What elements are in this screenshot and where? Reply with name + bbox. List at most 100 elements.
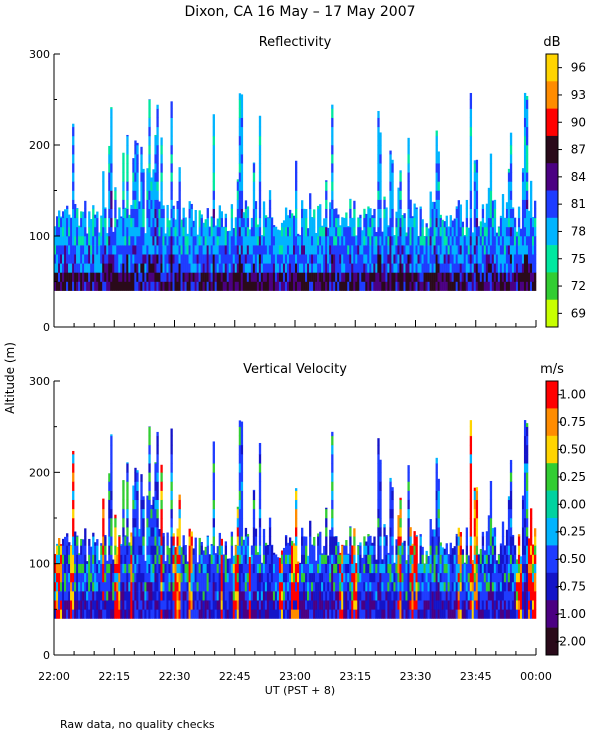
heatmap-cell xyxy=(357,254,360,264)
heatmap-cell xyxy=(323,272,326,282)
heatmap-cell xyxy=(465,545,469,555)
heatmap-cell xyxy=(128,581,131,592)
heatmap-cell xyxy=(385,563,388,574)
heatmap-cell xyxy=(489,190,493,200)
heatmap-cell xyxy=(240,600,244,610)
heatmap-cell xyxy=(200,236,203,246)
heatmap-cell xyxy=(411,217,414,228)
heatmap-cell xyxy=(471,232,475,237)
heatmap-cell xyxy=(475,217,479,228)
heatmap-cell xyxy=(134,281,137,291)
heatmap-cell xyxy=(525,126,529,137)
heatmap-cell xyxy=(527,263,531,273)
heatmap-cell xyxy=(361,600,364,610)
heatmap-cell xyxy=(299,581,302,592)
heatmap-cell xyxy=(299,245,302,255)
heatmap-cell xyxy=(519,236,523,246)
heatmap-cell xyxy=(64,609,67,619)
heatmap-cell xyxy=(234,563,238,574)
heatmap-cell xyxy=(435,572,438,583)
heatmap-cell xyxy=(252,172,256,182)
heatmap-cell xyxy=(236,518,240,528)
heatmap-cell xyxy=(457,563,460,574)
heatmap-cell xyxy=(218,281,221,291)
heatmap-cell xyxy=(407,226,410,237)
heatmap-cell xyxy=(292,263,296,273)
heatmap-cell xyxy=(232,245,236,255)
heatmap-cell xyxy=(325,545,328,555)
heatmap-cell xyxy=(148,527,151,537)
heatmap-cell xyxy=(473,163,477,173)
heatmap-cell xyxy=(244,217,248,228)
heatmap-cell xyxy=(389,554,392,564)
heatmap-cell xyxy=(491,591,495,601)
heatmap-cell xyxy=(166,236,169,246)
heatmap-cell xyxy=(319,572,322,583)
heatmap-cell xyxy=(397,187,400,191)
heatmap-cell xyxy=(134,490,137,501)
heatmap-cell xyxy=(361,563,364,574)
heatmap-cell xyxy=(176,281,179,291)
heatmap-cell xyxy=(110,545,113,555)
heatmap-cell xyxy=(481,572,485,583)
heatmap-cell xyxy=(142,600,145,610)
heatmap-cell xyxy=(154,281,157,291)
heatmap-cell xyxy=(142,208,145,219)
heatmap-cell xyxy=(278,609,282,619)
heatmap-cell xyxy=(437,163,440,173)
heatmap-cell xyxy=(389,236,392,246)
heatmap-cell xyxy=(210,609,213,619)
heatmap-cell xyxy=(411,591,414,601)
heatmap-cell xyxy=(142,226,145,237)
heatmap-cell xyxy=(86,254,89,264)
heatmap-cell xyxy=(108,281,111,291)
heatmap-cell xyxy=(150,591,153,601)
heatmap-cell xyxy=(481,272,485,282)
heatmap-cell xyxy=(258,518,262,528)
heatmap-cell xyxy=(178,508,181,519)
heatmap-cell xyxy=(383,208,386,219)
heatmap-cell xyxy=(68,572,71,583)
heatmap-cell xyxy=(345,272,348,282)
heatmap-cell xyxy=(288,209,292,219)
heatmap-cell xyxy=(331,527,334,537)
heatmap-cell xyxy=(178,272,181,282)
heatmap-cell xyxy=(525,163,529,173)
heatmap-cell xyxy=(331,454,334,464)
heatmap-cell xyxy=(252,545,256,555)
heatmap-cell xyxy=(76,208,79,209)
heatmap-cell xyxy=(126,236,129,246)
heatmap-cell xyxy=(130,217,133,228)
heatmap-cell xyxy=(136,527,139,537)
heatmap-cell xyxy=(317,536,320,546)
heatmap-cell xyxy=(114,563,117,574)
heatmap-cell xyxy=(242,563,246,574)
heatmap-cell xyxy=(114,254,117,264)
heatmap-cell xyxy=(204,546,207,555)
heatmap-cell xyxy=(250,226,254,237)
heatmap-cell xyxy=(238,563,242,574)
heatmap-cell xyxy=(527,210,531,219)
heatmap-cell xyxy=(286,600,290,610)
heatmap-cell xyxy=(307,572,310,583)
heatmap-cell xyxy=(188,536,191,546)
heatmap-cell xyxy=(525,272,529,282)
heatmap-cell xyxy=(272,226,276,237)
heatmap-cell xyxy=(353,263,356,273)
heatmap-cell xyxy=(367,254,370,264)
heatmap-cell xyxy=(317,591,320,601)
heatmap-cell xyxy=(393,562,396,564)
heatmap-cell xyxy=(76,591,79,601)
heatmap-cell xyxy=(236,600,240,610)
heatmap-cell xyxy=(435,457,438,464)
heatmap-cell xyxy=(134,472,137,482)
heatmap-cell xyxy=(156,454,159,464)
heatmap-cell xyxy=(483,236,487,246)
heatmap-cell xyxy=(327,581,330,592)
heatmap-cell xyxy=(457,581,460,592)
heatmap-cell xyxy=(493,263,497,273)
heatmap-cell xyxy=(258,272,262,282)
heatmap-cell xyxy=(264,254,268,264)
heatmap-cell xyxy=(385,217,388,228)
heatmap-cell xyxy=(224,213,228,219)
